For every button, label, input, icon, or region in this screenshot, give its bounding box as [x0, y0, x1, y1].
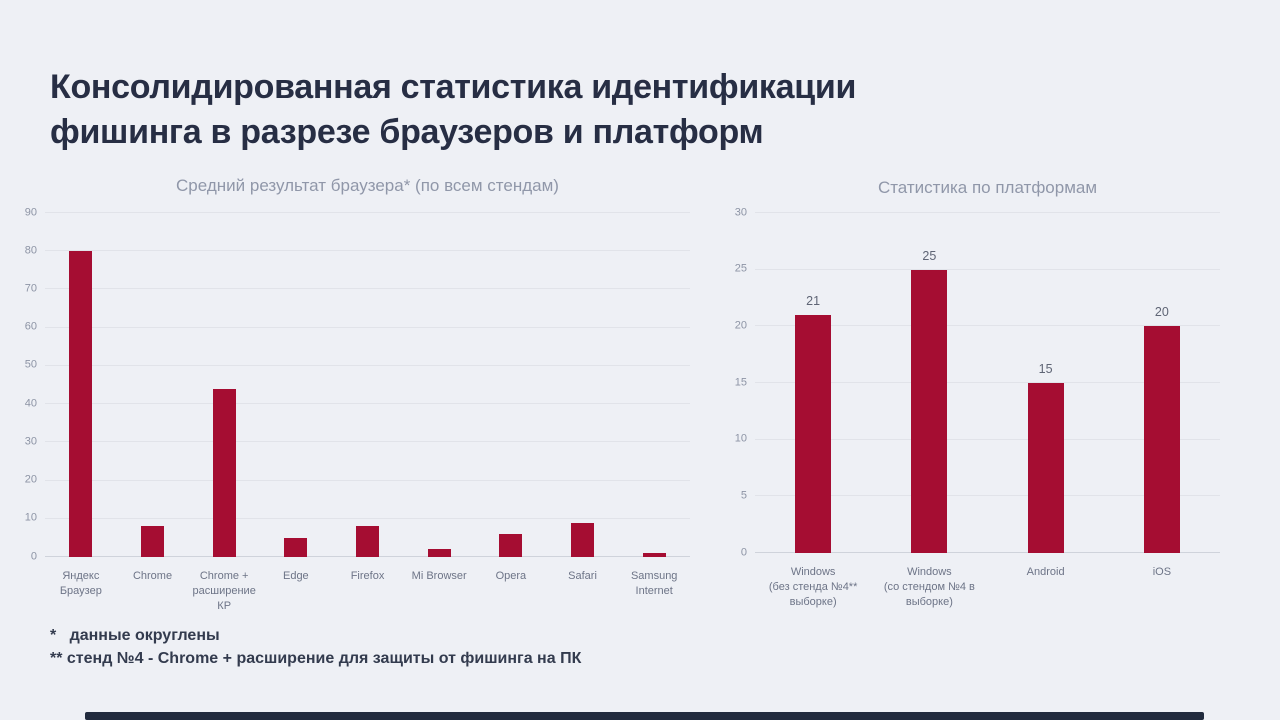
- y-tick-label: 80: [24, 244, 37, 257]
- bar-slot: Яндекс Браузер: [45, 213, 117, 597]
- gridline-5: 5: [741, 490, 1220, 501]
- bar-slot: 15 Android: [988, 213, 1104, 578]
- footnotes: * данные округлены ** стенд №4 - Chrome …: [50, 624, 581, 670]
- category-label: Chrome + расширение КР: [192, 570, 256, 612]
- browser-chart-plot-area: 0 10 20 30 40 50 60 70 80 90 Яндекс Браузер Chrome C…: [25, 207, 690, 612]
- bar: [212, 388, 236, 557]
- category-label: Windows (со стендом №4 в выборке): [883, 566, 975, 608]
- gridline-90: 90: [25, 207, 690, 218]
- browser-chart-title: Средний результат браузера* (по всем сте…: [176, 176, 559, 195]
- bar-slot: Samsung Internet: [618, 213, 690, 597]
- category-label: Samsung Internet: [630, 570, 678, 597]
- category-label: Safari: [568, 570, 597, 582]
- bar: [499, 534, 523, 557]
- y-tick-label: 15: [734, 376, 747, 388]
- bar-slot: Safari: [547, 213, 619, 582]
- y-tick-label: 0: [740, 546, 747, 558]
- footnote-rounded-data: * данные округлены: [50, 627, 220, 644]
- y-tick-label: 30: [734, 206, 747, 218]
- gridline-30: 30: [735, 207, 1220, 218]
- bar: [571, 522, 595, 557]
- gridline-70: 70: [25, 283, 690, 294]
- page-title-line1: Консолидированная статистика идентификац…: [50, 67, 857, 106]
- bar: [427, 549, 451, 557]
- y-tick-label: 10: [734, 432, 747, 445]
- bar: [1143, 326, 1180, 553]
- y-tick-label: 60: [24, 320, 37, 333]
- category-label: Mi Browser: [411, 570, 467, 582]
- bar: [356, 526, 380, 557]
- gridline-10: 10: [25, 512, 690, 523]
- category-label: Яндекс Браузер: [59, 570, 102, 597]
- gridline-60: 60: [25, 321, 690, 332]
- category-label: Chrome: [132, 570, 173, 582]
- bar-slot: Chrome + расширение КР: [188, 213, 260, 612]
- bar: [642, 553, 666, 557]
- page-title-line2: фишинга в разрезе браузеров и платформ: [50, 112, 764, 151]
- y-tick-label: 20: [24, 473, 37, 486]
- y-tick-label: 70: [24, 282, 37, 295]
- gridline-40: 40: [25, 398, 690, 409]
- category-label: Opera: [495, 570, 527, 582]
- bar: [284, 537, 308, 557]
- bar-slot: Firefox: [332, 213, 404, 582]
- bar: [1027, 383, 1064, 553]
- gridline-80: 80: [25, 245, 690, 256]
- bar-slot: Opera: [475, 213, 547, 582]
- footnote-stand4: ** стенд №4 - Chrome + расширение для за…: [50, 650, 582, 667]
- bar-slot: 25 Windows (со стендом №4 в выборке): [871, 213, 987, 608]
- bars-container: Яндекс Браузер Chrome Chrome + расширение …: [45, 213, 690, 612]
- category-label: Edge: [282, 570, 309, 582]
- value-label: 20: [1154, 305, 1169, 320]
- y-tick-label: 90: [24, 206, 37, 218]
- category-label: Windows (без стенда №4** выборке): [768, 566, 858, 608]
- y-tick-label: 20: [734, 319, 747, 332]
- bar-slot: Chrome: [117, 213, 189, 582]
- value-label: 25: [922, 248, 937, 263]
- category-label: iOS: [1152, 566, 1172, 578]
- bar-slot: Mi Browser: [403, 213, 475, 582]
- gridline-20: 20: [25, 474, 690, 485]
- bar: [795, 315, 832, 553]
- y-tick-label: 30: [24, 435, 37, 448]
- page-title: Консолидированная статистика идентификац…: [50, 65, 1230, 155]
- bars-container: 21 Windows (без стенда №4** выборке) 25 Win…: [755, 213, 1220, 608]
- gridline-30: 30: [25, 436, 690, 447]
- bar: [911, 269, 948, 553]
- bar: [69, 251, 93, 557]
- y-tick-label: 5: [740, 489, 747, 502]
- bar: [141, 526, 164, 557]
- value-label: 15: [1038, 362, 1053, 376]
- bar-slot: Edge: [260, 213, 332, 582]
- y-tick-label: 40: [24, 397, 37, 410]
- bar-slot: 20 iOS: [1104, 213, 1220, 578]
- y-tick-label: 10: [24, 511, 37, 524]
- y-tick-label: 0: [30, 550, 37, 562]
- gridline-10: 10: [735, 433, 1220, 444]
- y-tick-label: 25: [734, 262, 747, 275]
- category-label: Firefox: [350, 570, 385, 582]
- category-label: Android: [1026, 566, 1065, 578]
- gridline-25: 25: [735, 263, 1220, 274]
- gridline-15: 15: [735, 377, 1220, 388]
- platform-chart-plot-area: 0 5 10 15 20 25 30 21 Windows (без стенда №4** в…: [735, 207, 1220, 608]
- y-tick-label: 50: [24, 358, 37, 371]
- platform-chart-title: Статистика по платформам: [877, 178, 1098, 197]
- footer-accent-bar: [85, 712, 1204, 720]
- gridline-20: 20: [735, 320, 1220, 331]
- bar-slot: 21 Windows (без стенда №4** выборке): [755, 213, 871, 608]
- gridline-50: 50: [25, 359, 690, 370]
- value-label: 21: [806, 294, 821, 308]
- gridline-0: 0: [741, 547, 1220, 558]
